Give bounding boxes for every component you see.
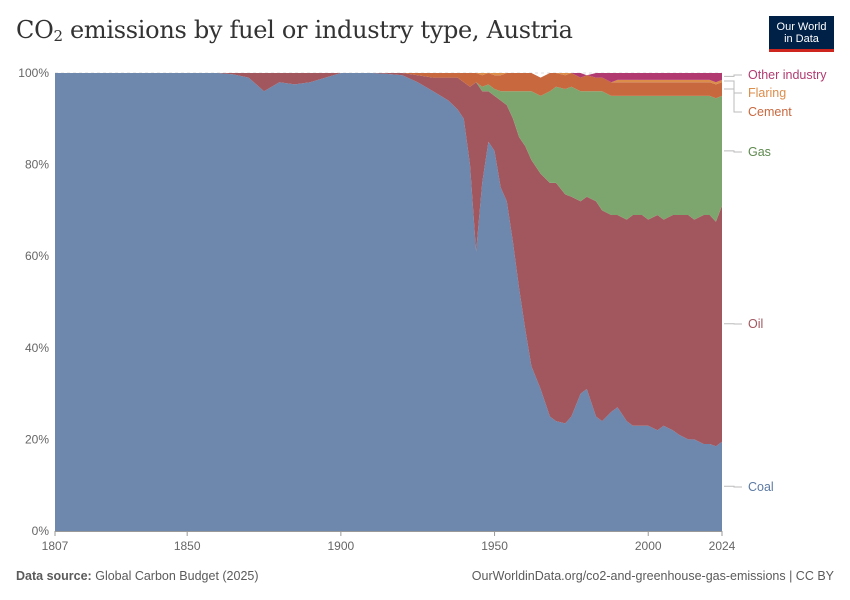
area-oil: [55, 73, 722, 447]
x-tick-label: 1850: [174, 539, 201, 553]
area-other-industry: [55, 73, 722, 83]
label-connector: [724, 80, 742, 94]
y-tick-label: 80%: [25, 158, 49, 172]
x-tick-label: 1950: [481, 539, 508, 553]
series-label-gas: Gas: [748, 145, 771, 159]
series-label-oil: Oil: [748, 317, 763, 331]
y-tick-label: 60%: [25, 249, 49, 263]
title-subscript: 2: [53, 27, 63, 45]
label-connector: [724, 150, 742, 153]
data-source-label: Data source:: [16, 569, 92, 583]
logo-line-2: in Data: [784, 33, 819, 45]
area-gas: [55, 73, 722, 222]
source-url[interactable]: OurWorldinData.org/co2-and-greenhouse-ga…: [471, 569, 834, 583]
series-label-cement: Cement: [748, 105, 792, 119]
series-label-other-industry: Other industry: [748, 68, 827, 82]
x-tick-label: 1900: [328, 539, 355, 553]
owid-logo[interactable]: Our World in Data: [769, 16, 834, 52]
x-tick-label: 2024: [709, 539, 736, 553]
chart-title: CO2 emissions by fuel or industry type, …: [16, 16, 573, 45]
label-connector: [724, 74, 742, 77]
title-main: CO: [16, 16, 54, 44]
area-coal: [55, 73, 722, 531]
x-tick-label: 2000: [635, 539, 662, 553]
series-label-coal: Coal: [748, 480, 774, 494]
title-rest: emissions by fuel or industry type, Aust…: [62, 16, 573, 44]
logo-line-1: Our World: [776, 21, 827, 33]
y-tick-label: 100%: [18, 66, 49, 80]
y-tick-label: 40%: [25, 341, 49, 355]
y-tick-label: 20%: [25, 432, 49, 446]
label-connector: [724, 88, 742, 113]
area-cement: [55, 73, 722, 99]
data-source: Data source: Global Carbon Budget (2025): [16, 569, 259, 583]
series-label-flaring: Flaring: [748, 86, 786, 100]
y-tick-label: 0%: [32, 524, 50, 538]
x-tick-label: 1807: [42, 539, 69, 553]
label-connector: [724, 485, 742, 488]
data-source-value[interactable]: Global Carbon Budget (2025): [95, 569, 259, 583]
